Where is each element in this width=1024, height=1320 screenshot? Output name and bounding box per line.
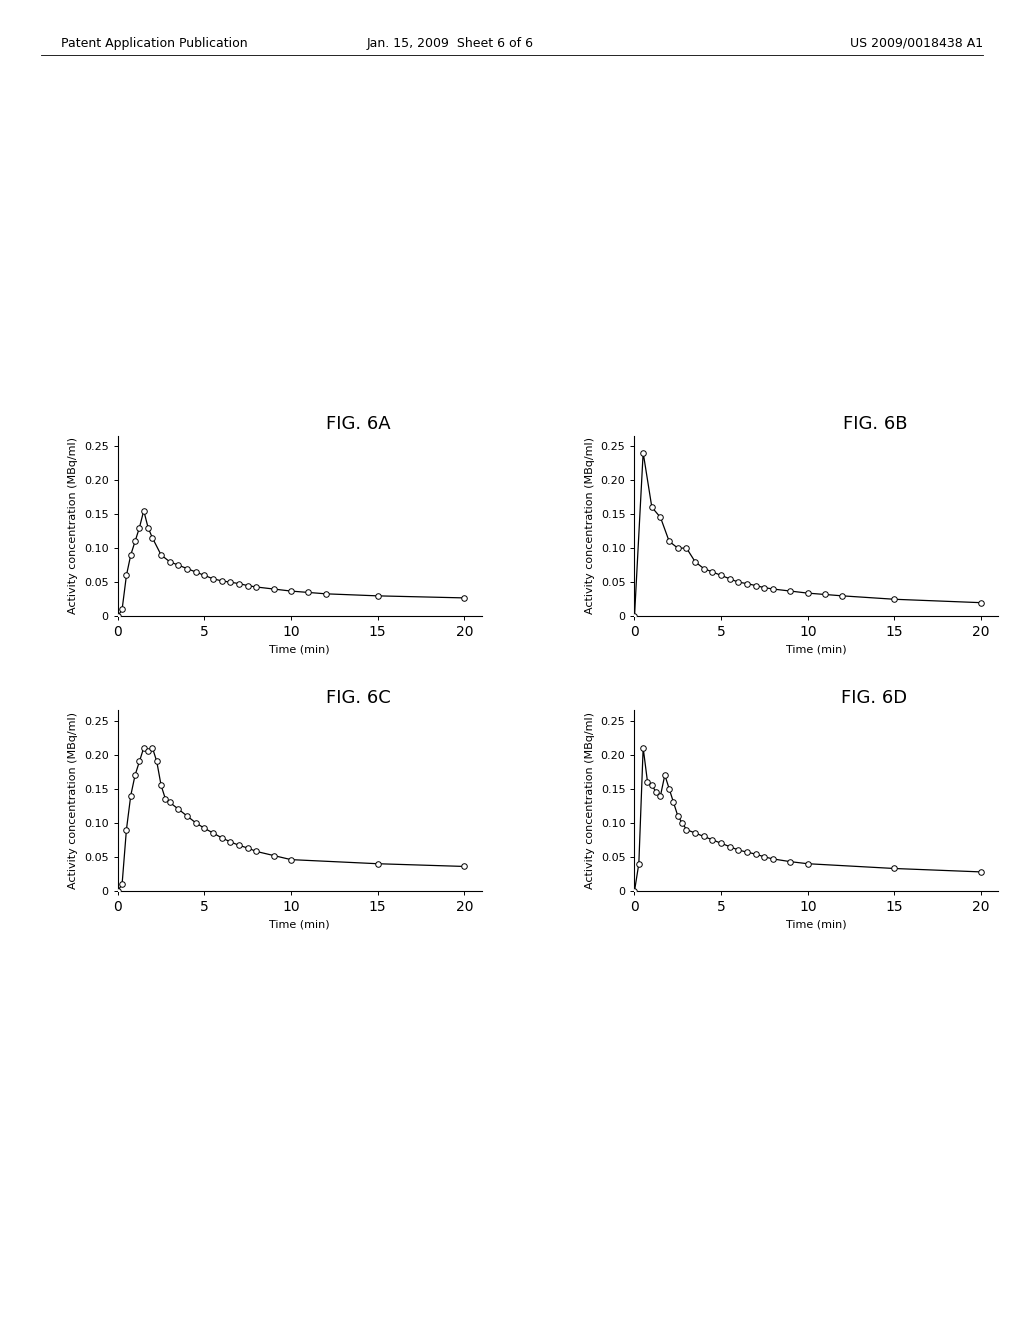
- Y-axis label: Activity concentration (MBq/ml): Activity concentration (MBq/ml): [69, 713, 79, 890]
- X-axis label: Time (min): Time (min): [786, 645, 847, 655]
- Y-axis label: Activity concentration (MBq/ml): Activity concentration (MBq/ml): [585, 437, 595, 614]
- X-axis label: Time (min): Time (min): [269, 920, 330, 929]
- Text: Jan. 15, 2009  Sheet 6 of 6: Jan. 15, 2009 Sheet 6 of 6: [367, 37, 535, 50]
- X-axis label: Time (min): Time (min): [269, 645, 330, 655]
- Text: Patent Application Publication: Patent Application Publication: [61, 37, 248, 50]
- Text: FIG. 6A: FIG. 6A: [326, 414, 391, 433]
- Y-axis label: Activity concentration (MBq/ml): Activity concentration (MBq/ml): [585, 713, 595, 890]
- Text: FIG. 6C: FIG. 6C: [326, 689, 391, 708]
- Y-axis label: Activity concentration (MBq/ml): Activity concentration (MBq/ml): [69, 437, 79, 614]
- Text: US 2009/0018438 A1: US 2009/0018438 A1: [850, 37, 983, 50]
- Text: FIG. 6D: FIG. 6D: [842, 689, 907, 708]
- X-axis label: Time (min): Time (min): [786, 920, 847, 929]
- Text: FIG. 6B: FIG. 6B: [843, 414, 907, 433]
